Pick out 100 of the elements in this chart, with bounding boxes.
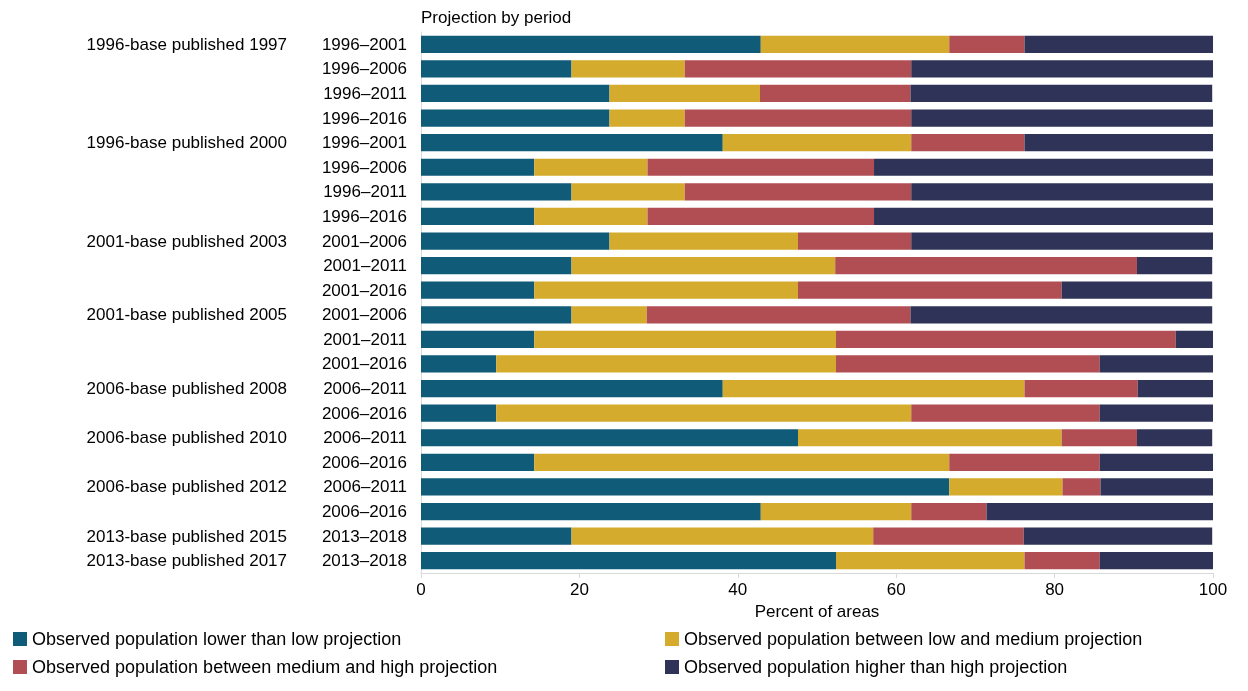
- bar: [421, 306, 572, 324]
- bar: [534, 281, 798, 299]
- bar: [534, 158, 648, 176]
- bar: [910, 84, 1213, 103]
- x-tick-label: 60: [886, 580, 906, 599]
- bar: [874, 158, 1213, 176]
- bar: [609, 232, 798, 250]
- y-tick-label: 1996–2011: [323, 182, 407, 202]
- x-tick-label: 40: [728, 580, 748, 599]
- bar: [571, 60, 685, 78]
- bar: [1023, 527, 1213, 545]
- bar: [421, 207, 535, 226]
- bar: [421, 60, 572, 78]
- bar: [421, 330, 535, 348]
- bar: [949, 35, 1025, 53]
- y2-tick-label: 2006-base published 2008: [86, 379, 287, 399]
- bar: [1062, 478, 1101, 496]
- bar: [646, 306, 911, 324]
- y-tick-label: 2001–2016: [321, 354, 407, 374]
- bar: [1061, 429, 1137, 447]
- bar: [496, 404, 912, 422]
- bar: [911, 404, 1100, 422]
- bar: [684, 60, 912, 78]
- y-tick-label: 2006–2011: [323, 379, 407, 399]
- bar: [1024, 379, 1138, 398]
- y2-tick-label: 2001-base published 2005: [86, 305, 287, 325]
- y-tick-label: 2001–2011: [323, 256, 407, 276]
- bar: [421, 84, 610, 103]
- bar: [609, 109, 685, 127]
- y-tick-label: 2006–2011: [323, 428, 407, 448]
- x-tick-label: 80: [1045, 580, 1065, 599]
- bar: [1099, 404, 1213, 422]
- bar: [910, 306, 1213, 324]
- bar: [496, 355, 837, 373]
- legend-label: Observed population lower than low projection: [32, 629, 402, 649]
- bar: [421, 453, 535, 471]
- bar: [1100, 478, 1213, 496]
- y-tick-label: 1996–2016: [321, 206, 407, 226]
- y-tick-label: 2001–2011: [323, 329, 407, 349]
- bar: [949, 453, 1100, 471]
- bar: [797, 232, 912, 250]
- bar: [760, 502, 912, 521]
- y2-tick-label: 2006-base published 2010: [86, 428, 287, 448]
- y-tick-label: 1996–2006: [321, 59, 407, 79]
- bar: [760, 35, 950, 53]
- y2-tick-label: 2013-base published 2017: [86, 551, 287, 571]
- bar: [421, 158, 535, 176]
- bar: [1099, 355, 1213, 373]
- bar: [571, 183, 685, 201]
- y-tick-label: 2001–2006: [321, 231, 407, 251]
- bar: [421, 134, 723, 152]
- bar: [797, 281, 1062, 299]
- y2-tick-label: 2006-base published 2012: [86, 477, 287, 497]
- y2-tick-label: 1996-base published 1997: [86, 34, 287, 54]
- bar: [1024, 134, 1213, 152]
- bar: [874, 207, 1213, 226]
- bar: [421, 404, 497, 422]
- bar: [684, 183, 912, 201]
- bar: [534, 330, 837, 348]
- legend-label: Observed population between low and medium projection: [684, 629, 1143, 649]
- y2-tick-label: 2001-base published 2003: [86, 231, 287, 251]
- bar: [797, 429, 1062, 447]
- bar: [911, 109, 1213, 127]
- bar: [421, 379, 723, 398]
- bar: [1099, 453, 1213, 471]
- y-tick-label: 1996–2011: [323, 83, 407, 103]
- bar: [911, 502, 987, 521]
- bar: [421, 527, 572, 545]
- y-tick-label: 2013–2018: [321, 526, 407, 546]
- bar: [421, 35, 761, 53]
- bar: [1024, 35, 1213, 53]
- bar: [1136, 257, 1213, 275]
- y-tick-label: 2001–2006: [321, 305, 407, 325]
- bar: [911, 60, 1213, 78]
- bar: [609, 84, 760, 103]
- bar: [835, 257, 1137, 275]
- y2-tick-label: 1996-base published 2000: [86, 133, 287, 153]
- bar: [911, 134, 1025, 152]
- bar: [1175, 330, 1213, 348]
- bar: [873, 527, 1024, 545]
- legend-label: Observed population higher than high projection: [684, 657, 1068, 677]
- bar: [949, 478, 1063, 496]
- bar: [421, 478, 950, 496]
- bar: [836, 552, 1025, 570]
- y2-tick-label: 2013-base published 2015: [86, 526, 287, 546]
- y-tick-label: 2006–2016: [321, 502, 407, 522]
- bar: [421, 232, 610, 250]
- bar: [647, 158, 875, 176]
- bar: [421, 502, 761, 521]
- bar: [911, 232, 1213, 250]
- bar: [1024, 552, 1100, 570]
- y-tick-label: 2001–2016: [321, 280, 407, 300]
- y-tick-label: 2006–2016: [321, 452, 407, 472]
- bar: [571, 257, 836, 275]
- bar: [421, 429, 798, 447]
- bar: [836, 330, 1176, 348]
- bar: [421, 109, 610, 127]
- bar: [722, 379, 1025, 398]
- bar: [722, 134, 912, 152]
- bar: [421, 355, 497, 373]
